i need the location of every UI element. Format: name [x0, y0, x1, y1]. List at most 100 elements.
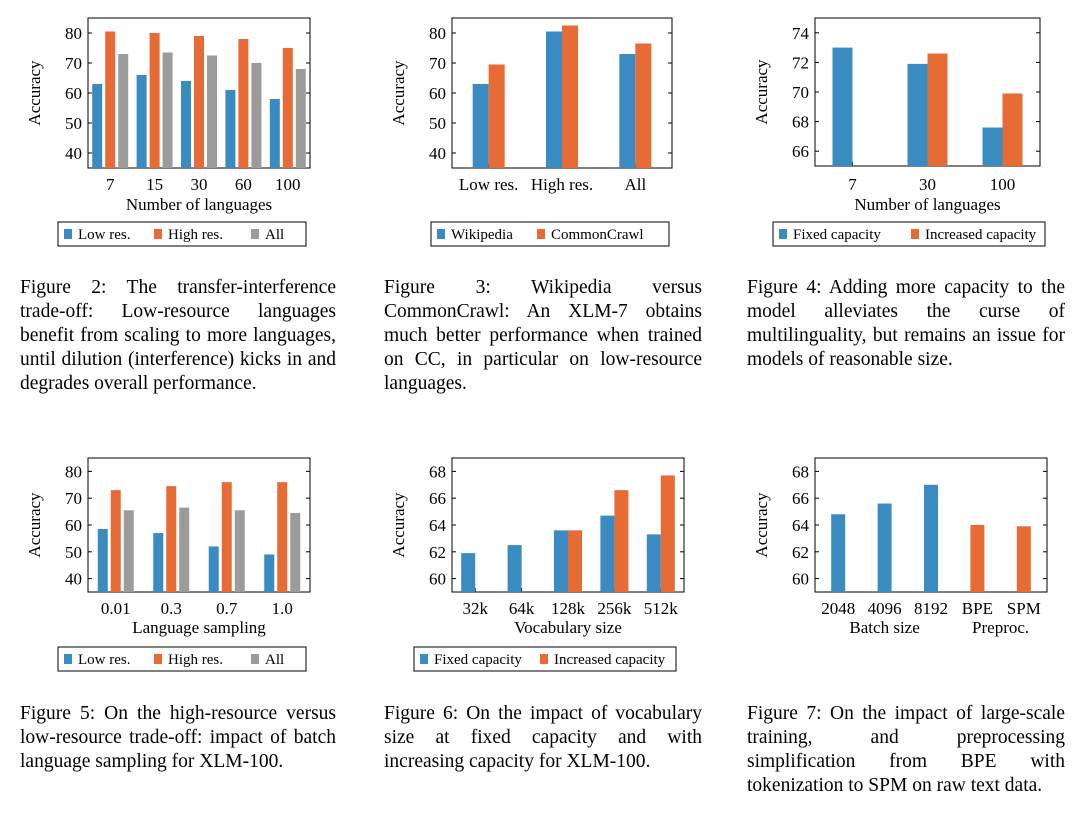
- fig2-bar-low-res-100: [269, 99, 280, 168]
- fig2-bar-all-7: [118, 54, 129, 168]
- fig5-ytick-label: 70: [65, 489, 82, 508]
- fig6-bar-increased-capacity-256k: [614, 490, 629, 592]
- fig5-xlabel: Language sampling: [132, 618, 266, 637]
- fig6-bar-fixed-capacity-32k: [461, 553, 476, 592]
- fig7-bar-batch-size-8192: [924, 484, 938, 592]
- figure-6-caption: Figure 6: On the impact of vocabulary si…: [384, 703, 702, 772]
- fig3-ytick-label: 70: [429, 54, 446, 73]
- fig5-ytick-label: 40: [65, 570, 82, 589]
- fig5-legend-swatch-all: [251, 654, 259, 664]
- fig5-legend-label-low-res: Low res.: [78, 652, 131, 668]
- fig4-ylabel: Accuracy: [752, 59, 771, 125]
- fig7-bar-preproc-spm: [1016, 526, 1031, 592]
- fig3-ytick-label: 50: [429, 114, 446, 133]
- fig7-xtick-label: 4096: [868, 599, 902, 618]
- fig2-legend-swatch-high-res: [154, 229, 162, 239]
- fig3-bar-wikipedia-low-res: [472, 84, 489, 168]
- figure-3-caption: Figure 3: Wikipedia versus CommonCrawl: …: [384, 277, 702, 394]
- fig2-bar-all-30: [207, 55, 217, 168]
- fig4-xtick-label: 100: [990, 175, 1016, 194]
- fig2-bar-high-res-100: [282, 48, 293, 168]
- fig2-ytick-label: 80: [65, 24, 82, 43]
- fig7-bar-preproc-bpe: [970, 525, 985, 592]
- fig6-legend-swatch-increased-capacity: [540, 654, 548, 664]
- fig2-xlabel: Number of languages: [126, 195, 272, 214]
- fig2-legend-box: [57, 221, 307, 247]
- fig2-bar-all-60: [251, 63, 262, 168]
- fig2-xtick-label: 60: [235, 175, 252, 194]
- fig2-ytick-label: 40: [65, 144, 82, 163]
- fig4-bar-fixed-capacity-30: [907, 63, 928, 166]
- fig7-ytick-label: 66: [792, 489, 809, 508]
- fig4-bar-increased-capacity-30: [927, 53, 948, 166]
- figure-5-chart: 40 50 60 70 80 Accuracy 0.01 0.3 0.7 1.0 Language …: [25, 457, 311, 672]
- fig4-legend-label-increased-capacity: Increased capacity: [925, 227, 1037, 243]
- fig7-ytick-label: 62: [792, 543, 809, 562]
- fig4-xlabel: Number of languages: [854, 195, 1000, 214]
- fig2-ytick-label: 60: [65, 84, 82, 103]
- fig2-bar-low-res-7: [92, 84, 103, 168]
- fig7-xtick-label: 8192: [914, 599, 948, 618]
- figure-6-chart: 60 62 64 66 68 Accuracy 32k 64k 128k 256k 512k Voca…: [389, 457, 685, 672]
- fig6-xtick-label: 32k: [462, 599, 488, 618]
- fig5-bar-low-res-0-01: [97, 529, 108, 592]
- fig4-legend-swatch-increased-capacity: [911, 229, 919, 239]
- fig2-xtick-label: 100: [275, 175, 301, 194]
- fig5-bar-low-res-0-3: [153, 533, 164, 592]
- fig6-bar-increased-capacity-128k: [568, 530, 582, 592]
- fig2-bar-high-res-7: [105, 31, 116, 168]
- fig2-legend-label-all: All: [265, 227, 284, 243]
- fig3-bar-wikipedia-high-res: [546, 31, 562, 168]
- fig2-legend-swatch-all: [251, 229, 259, 239]
- fig7-ytick-label: 68: [792, 462, 809, 481]
- fig7-bar-batch-size-2048: [831, 514, 846, 592]
- fig7-group-label: Batch size: [849, 618, 919, 637]
- fig5-bar-low-res-0-7: [208, 546, 219, 592]
- fig4-bar-fixed-capacity-100: [982, 127, 1003, 166]
- fig7-xtick-label: SPM: [1007, 599, 1041, 618]
- fig3-bar-commoncrawl-all: [635, 43, 652, 168]
- fig4-ytick-label: 74: [792, 24, 810, 43]
- fig5-bar-all-0-3: [179, 507, 190, 592]
- figure-5-caption: Figure 5: On the high-resource versus lo…: [20, 703, 336, 772]
- fig7-xtick-label: BPE: [962, 599, 993, 618]
- fig6-legend-swatch-fixed-capacity: [420, 654, 428, 664]
- fig6-ytick-label: 60: [429, 570, 446, 589]
- fig5-bar-high-res-1-0: [277, 482, 288, 592]
- figure-4-caption: Figure 4: Adding more capacity to the mo…: [747, 277, 1065, 370]
- fig3-xtick-label: Low res.: [459, 175, 518, 194]
- fig5-ytick-label: 80: [65, 462, 82, 481]
- fig7-bar-batch-size-4096: [877, 503, 892, 592]
- fig7-ytick-label: 60: [792, 570, 809, 589]
- fig4-ytick-label: 70: [792, 83, 809, 102]
- fig5-ytick-label: 60: [65, 516, 82, 535]
- fig3-legend-box: [430, 221, 670, 247]
- fig2-legend-label-high-res: High res.: [168, 227, 223, 243]
- fig3-xtick-label: All: [624, 175, 646, 194]
- fig5-bar-all-1-0: [290, 512, 301, 592]
- fig6-xtick-label: 512k: [644, 599, 679, 618]
- fig7-group-label: Preproc.: [972, 618, 1029, 637]
- fig4-ytick-label: 66: [792, 142, 809, 161]
- fig2-bar-high-res-30: [194, 36, 204, 168]
- fig2-ytick-label: 50: [65, 114, 82, 133]
- fig5-xtick-label: 1.0: [272, 599, 293, 618]
- fig2-legend-swatch-low-res: [64, 229, 72, 239]
- fig3-xtick-label: High res.: [531, 175, 593, 194]
- fig5-bar-low-res-1-0: [264, 554, 275, 592]
- fig5-bar-high-res-0-01: [110, 490, 121, 592]
- fig4-bar-increased-capacity-100: [1002, 93, 1023, 166]
- fig5-legend-label-high-res: High res.: [168, 652, 223, 668]
- fig7-xtick-label: 2048: [821, 599, 855, 618]
- fig3-ylabel: Accuracy: [389, 60, 408, 126]
- fig5-ylabel: Accuracy: [25, 492, 44, 558]
- fig2-bar-high-res-15: [149, 33, 160, 168]
- fig4-bar-fixed-capacity-7: [832, 47, 853, 166]
- fig3-ytick-label: 40: [429, 144, 446, 163]
- fig6-ytick-label: 66: [429, 489, 446, 508]
- fig6-xlabel: Vocabulary size: [514, 618, 622, 637]
- fig3-bar-commoncrawl-high-res: [562, 25, 578, 168]
- fig5-bar-high-res-0-7: [221, 482, 232, 592]
